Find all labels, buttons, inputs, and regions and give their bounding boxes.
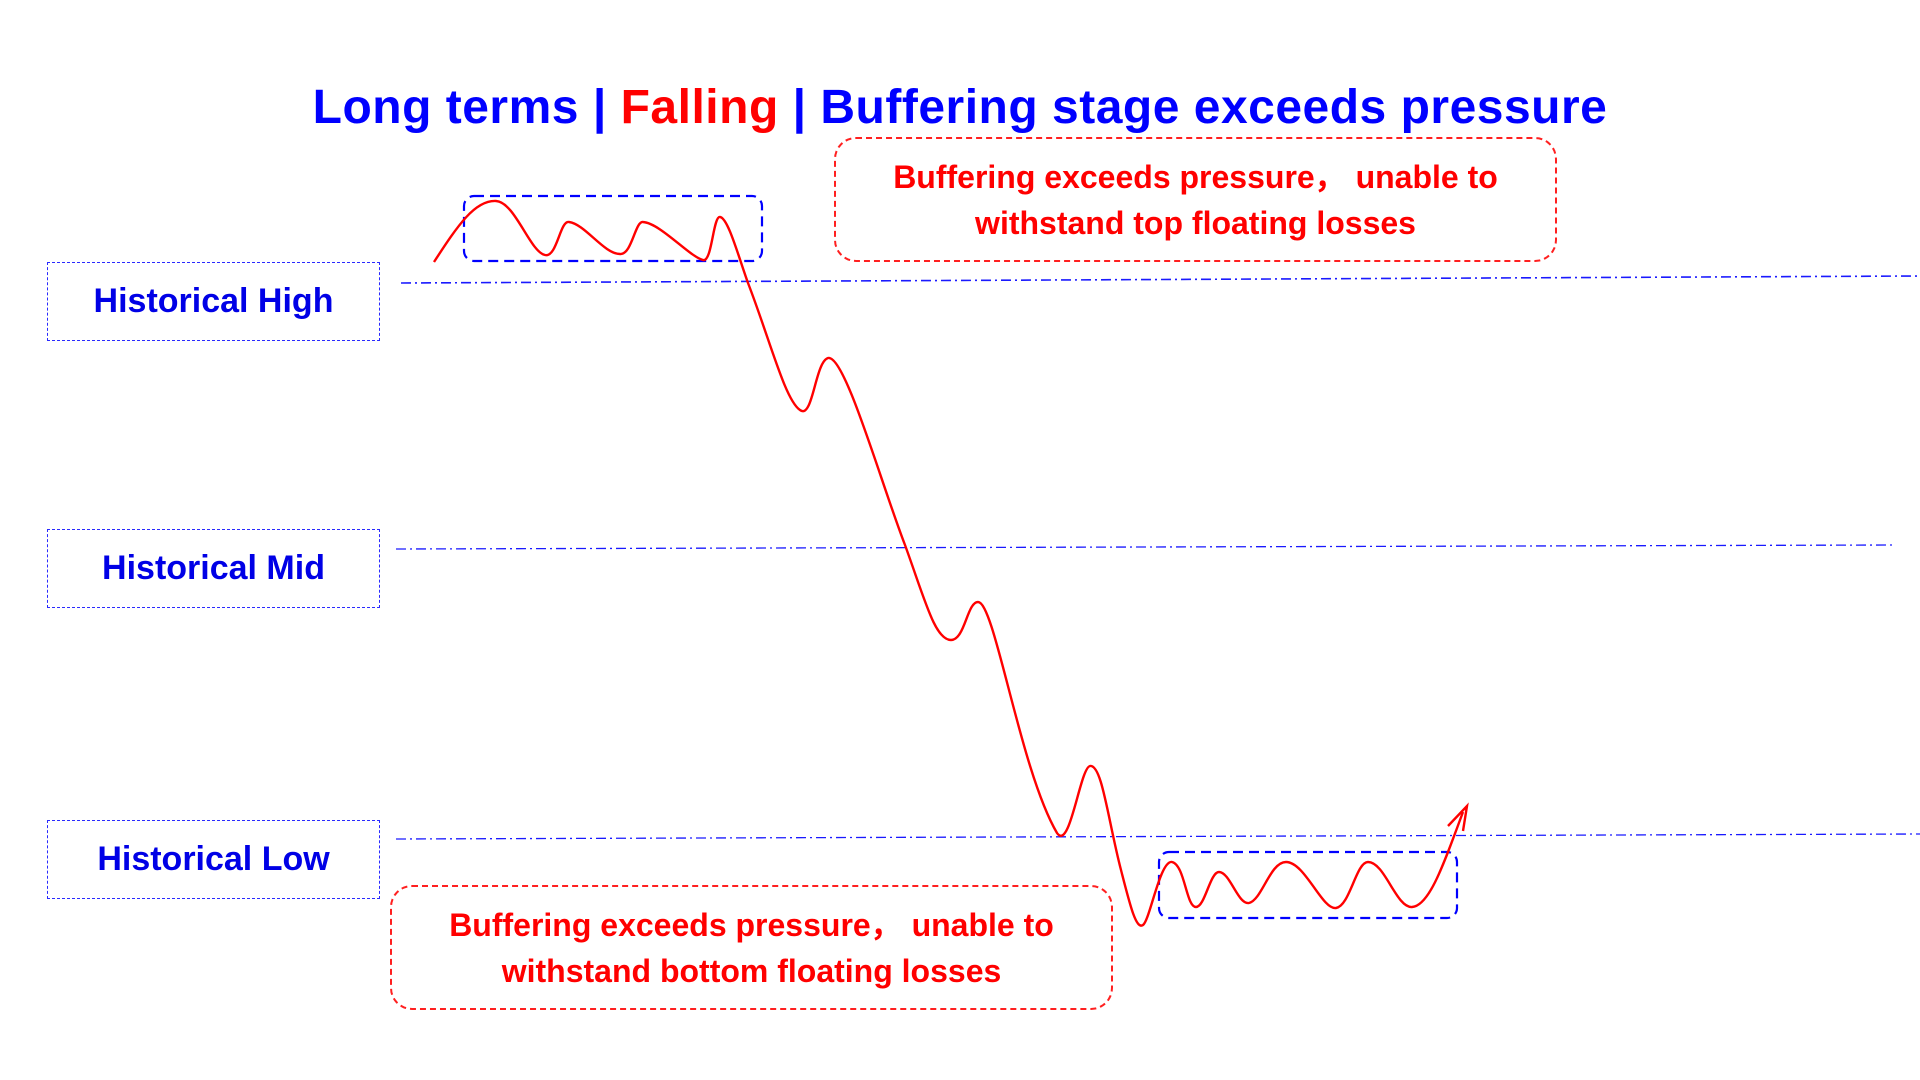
historical-low-line: [395, 833, 1920, 840]
price-path: [432, 199, 1465, 927]
bottom-callout-line2: withstand bottom floating losses: [501, 952, 1002, 989]
title-prefix: Long terms |: [312, 81, 607, 134]
top-callout-line2: withstand top floating losses: [975, 204, 1416, 241]
arrow-head-icon: [1447, 802, 1469, 832]
title-suffix: | Buffering stage exceeds pressure: [792, 81, 1608, 134]
title-trend: Falling: [620, 81, 779, 134]
top-callout: Buffering exceeds pressure， unable to wi…: [834, 137, 1557, 262]
bottom-callout: Buffering exceeds pressure， unable to wi…: [390, 885, 1113, 1010]
historical-high-line: [400, 275, 1920, 284]
historical-high-text: Historical High: [93, 282, 334, 320]
diagram-title: Long terms | Falling | Buffering stage e…: [0, 80, 1920, 135]
historical-low-label: Historical Low: [47, 820, 380, 899]
historical-mid-line: [395, 544, 1896, 550]
top-callout-line1: Buffering exceeds pressure， unable to: [893, 158, 1498, 195]
historical-mid-label: Historical Mid: [47, 529, 380, 608]
historical-high-label: Historical High: [47, 262, 380, 341]
historical-mid-text: Historical Mid: [102, 549, 325, 587]
bottom-callout-line1: Buffering exceeds pressure， unable to: [449, 906, 1054, 943]
historical-low-text: Historical Low: [97, 840, 330, 878]
